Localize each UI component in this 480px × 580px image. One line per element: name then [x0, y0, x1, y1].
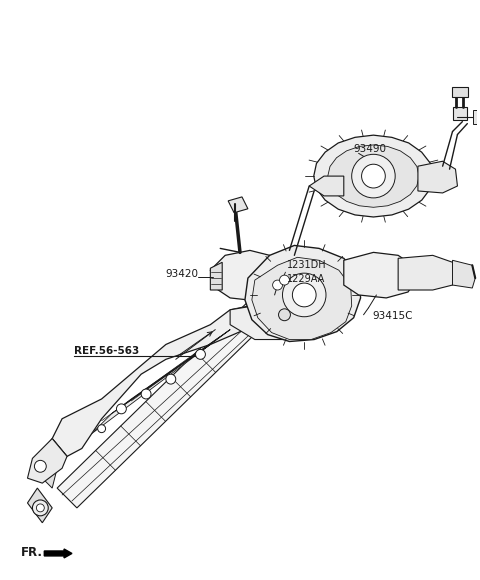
Polygon shape — [230, 300, 309, 339]
Polygon shape — [452, 87, 468, 97]
Text: 93420: 93420 — [166, 269, 199, 279]
Circle shape — [141, 389, 151, 399]
Circle shape — [195, 349, 205, 360]
Polygon shape — [37, 451, 57, 488]
Polygon shape — [473, 110, 480, 124]
Text: REF.56-563: REF.56-563 — [74, 346, 139, 356]
Circle shape — [292, 283, 316, 307]
Polygon shape — [344, 252, 416, 298]
Circle shape — [279, 275, 289, 285]
Polygon shape — [260, 270, 294, 305]
Circle shape — [166, 374, 176, 384]
Circle shape — [35, 461, 46, 472]
Polygon shape — [314, 135, 433, 217]
Polygon shape — [418, 161, 457, 193]
Polygon shape — [309, 176, 344, 196]
Polygon shape — [42, 438, 67, 468]
Circle shape — [33, 500, 48, 516]
Polygon shape — [27, 488, 52, 523]
FancyArrow shape — [44, 549, 72, 558]
Circle shape — [278, 309, 290, 321]
Polygon shape — [453, 107, 468, 119]
Polygon shape — [328, 145, 419, 207]
Polygon shape — [52, 305, 270, 456]
Polygon shape — [210, 262, 222, 290]
Circle shape — [36, 504, 44, 512]
Text: FR.: FR. — [21, 546, 43, 559]
Text: 93490: 93490 — [354, 144, 387, 154]
Polygon shape — [111, 329, 230, 414]
Polygon shape — [92, 345, 210, 434]
Circle shape — [361, 164, 385, 188]
Polygon shape — [453, 260, 475, 288]
Polygon shape — [27, 438, 67, 483]
Text: 1229AA: 1229AA — [288, 274, 326, 284]
Polygon shape — [245, 245, 360, 342]
Polygon shape — [57, 300, 270, 508]
Polygon shape — [398, 255, 457, 290]
Text: 93415C: 93415C — [372, 311, 413, 321]
Text: 1231DH: 1231DH — [288, 260, 327, 270]
Circle shape — [97, 425, 106, 433]
Circle shape — [283, 273, 326, 317]
Polygon shape — [210, 251, 279, 300]
Polygon shape — [252, 258, 352, 339]
Circle shape — [273, 280, 283, 290]
Polygon shape — [250, 285, 285, 315]
Circle shape — [117, 404, 126, 414]
Circle shape — [352, 154, 395, 198]
Polygon shape — [228, 197, 248, 213]
